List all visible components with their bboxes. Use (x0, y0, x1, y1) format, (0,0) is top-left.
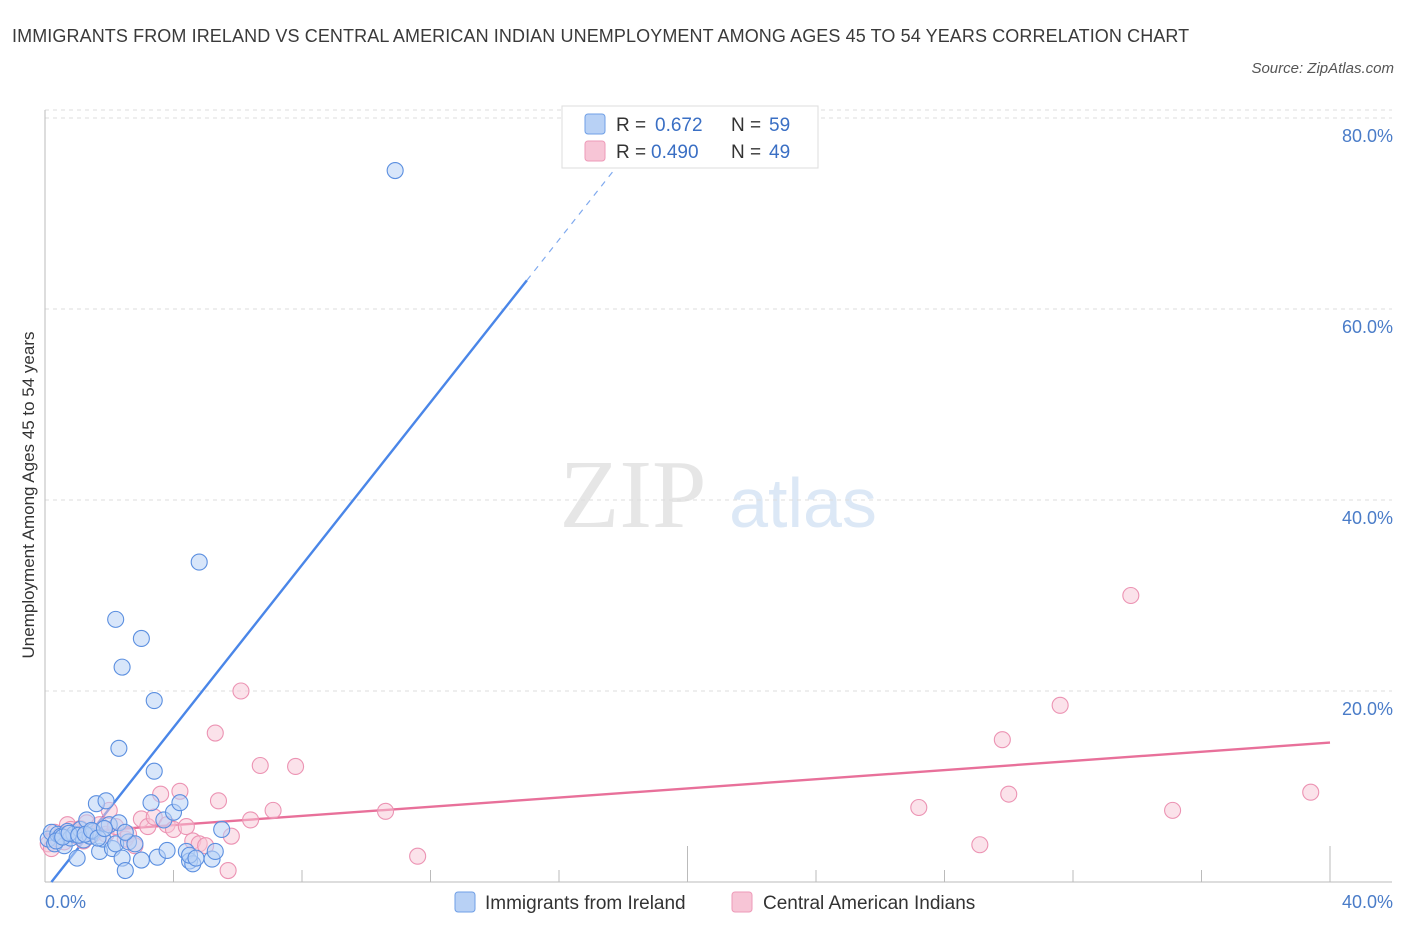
point-ireland (116, 861, 134, 880)
point-central-american (209, 792, 228, 810)
tick-labels: 20.0% 40.0% 60.0% 80.0% 0.0% 40.0% (45, 126, 1393, 912)
point-central-american (251, 756, 269, 775)
legend-n-label-pink: N = (731, 142, 761, 163)
chart-title: IMMIGRANTS FROM IRELAND VS CENTRAL AMERI… (12, 26, 1190, 46)
source-credit: Source: ZipAtlas.com (1251, 60, 1394, 77)
watermark-atlas: atlas (729, 464, 877, 542)
point-ireland (95, 819, 113, 838)
legend-r-label-pink: R = (616, 142, 646, 163)
axes (44, 110, 1392, 883)
legend-r-value-pink: 0.490 (651, 142, 699, 163)
point-ireland (171, 794, 189, 812)
point-central-american (409, 847, 427, 865)
y-tick-label: 40.0% (1342, 508, 1393, 528)
point-ireland (158, 841, 176, 860)
trend-line-ireland-extension (526, 145, 634, 281)
point-ireland (97, 792, 115, 810)
point-ireland (386, 161, 404, 180)
series-central-american-indians (39, 586, 1320, 880)
y-tick-label: 80.0% (1342, 126, 1393, 146)
y-axis-label: Unemployment Among Ages 45 to 54 years (19, 332, 38, 659)
point-central-american (219, 861, 237, 880)
gridlines (45, 109, 1392, 692)
x-tick-label-max: 40.0% (1342, 892, 1393, 912)
trend-lines (44, 145, 1331, 883)
point-ireland (187, 849, 205, 867)
point-central-american (1164, 801, 1182, 819)
point-ireland (145, 762, 163, 780)
point-central-american (1302, 783, 1320, 801)
legend-n-value-pink: 49 (769, 142, 790, 163)
legend-swatch-blue (584, 113, 606, 135)
point-central-american (971, 836, 989, 854)
point-central-american (206, 724, 224, 742)
point-central-american (1000, 785, 1018, 803)
legend-n-value-blue: 59 (769, 115, 790, 136)
x-tick-label-min: 0.0% (45, 892, 86, 912)
bottom-legend-swatch-blue (454, 891, 476, 913)
point-central-american (993, 731, 1011, 749)
point-ireland (142, 794, 160, 812)
point-ireland (132, 851, 150, 869)
bottom-legend-swatch-pink (731, 891, 753, 913)
point-ireland (126, 835, 144, 853)
point-central-american (910, 798, 928, 817)
y-tick-label: 60.0% (1342, 317, 1393, 337)
point-ireland (107, 610, 125, 628)
point-ireland (190, 553, 208, 571)
point-central-american (1122, 586, 1140, 605)
legend-r-label-blue: R = (616, 115, 646, 136)
point-ireland (113, 658, 131, 676)
point-central-american (376, 802, 395, 820)
point-central-american (177, 818, 195, 836)
watermark-zip: ZIP (560, 441, 707, 549)
point-ireland (145, 691, 163, 710)
point-ireland (116, 823, 134, 841)
bottom-legend-label-blue: Immigrants from Ireland (485, 893, 686, 914)
point-central-american (287, 757, 305, 775)
point-central-american (264, 801, 282, 819)
point-central-american (242, 811, 260, 829)
correlation-legend: R = 0.672 N = 59 R = 0.490 N = 49 (561, 105, 819, 169)
trend-line-ireland (50, 279, 528, 883)
bottom-legend-label-pink: Central American Indians (763, 893, 975, 914)
point-central-american (232, 682, 250, 700)
point-ireland (213, 820, 231, 839)
point-central-american (1051, 696, 1069, 714)
point-ireland (206, 842, 224, 860)
y-tick-label: 20.0% (1342, 699, 1393, 719)
series-legend: Immigrants from Ireland Central American… (454, 891, 975, 914)
trend-line-central-american (44, 741, 1331, 836)
series-immigrants-from-ireland (39, 161, 404, 880)
point-ireland (110, 739, 128, 757)
legend-r-value-blue: 0.672 (655, 115, 703, 136)
point-ireland (68, 849, 86, 867)
legend-swatch-pink (584, 140, 606, 162)
point-ireland (132, 629, 150, 648)
legend-n-label-blue: N = (731, 115, 761, 136)
